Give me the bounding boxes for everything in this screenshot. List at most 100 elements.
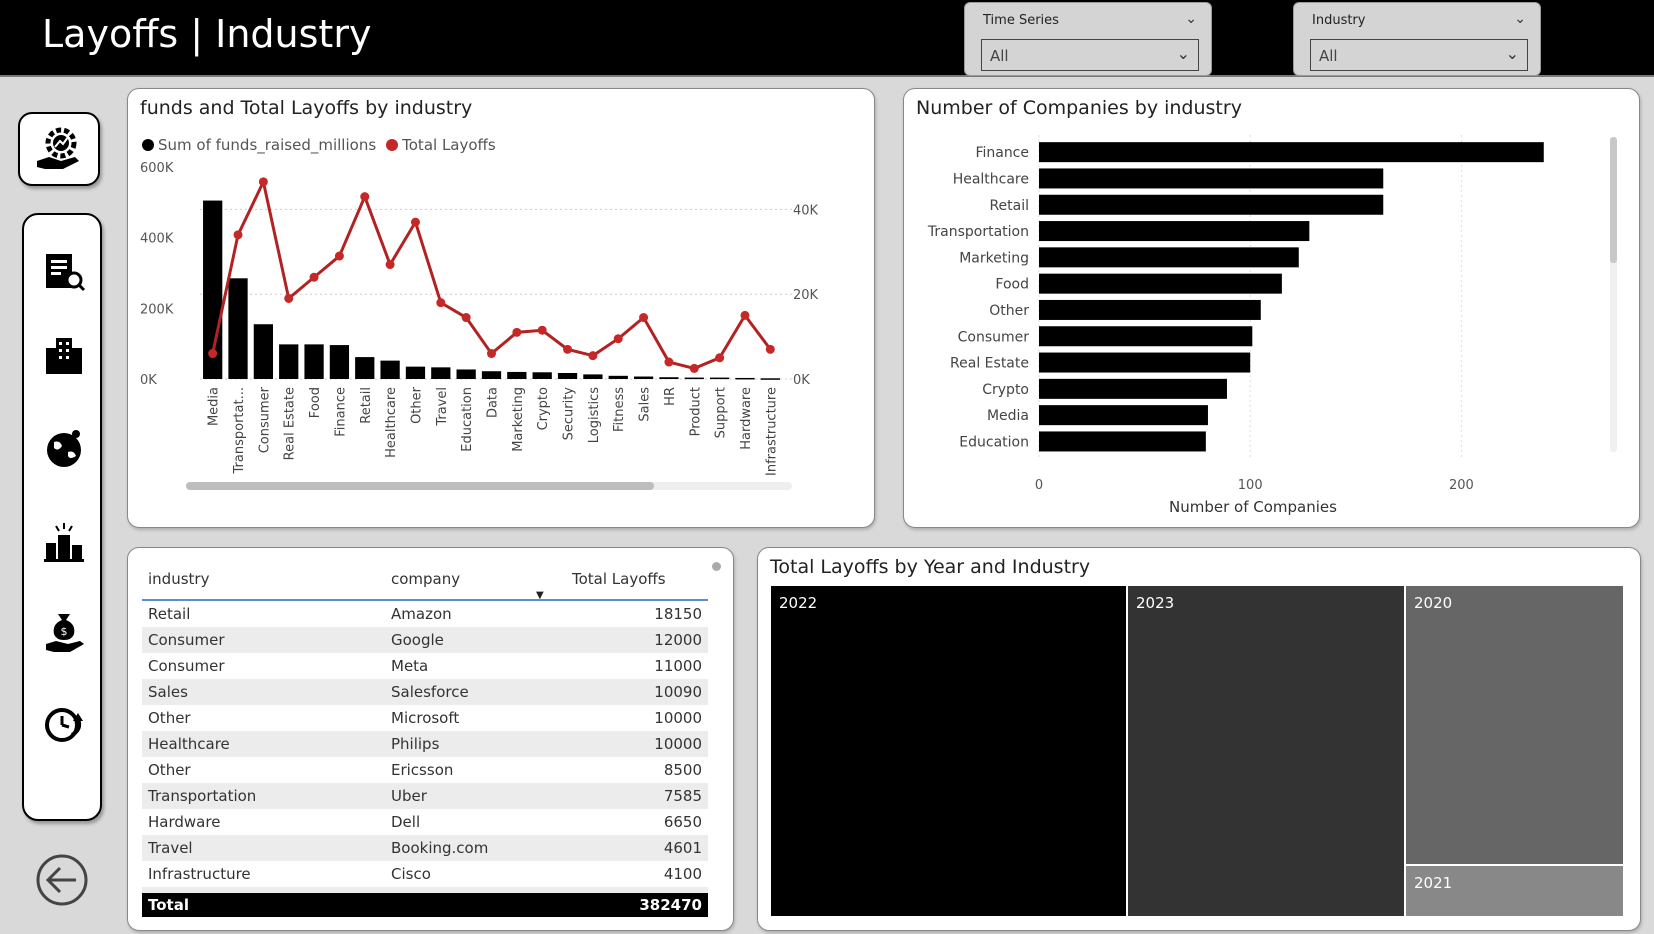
layoffs-point[interactable] (715, 353, 725, 363)
company-count-bar[interactable] (1039, 352, 1251, 373)
layoffs-point[interactable] (309, 272, 319, 282)
table-row[interactable]: Consumer Meta 11000 (142, 653, 708, 679)
layoffs-point[interactable] (537, 325, 547, 335)
table-row[interactable]: FitnessPeloton4084 (142, 887, 708, 894)
company-count-bar[interactable] (1039, 221, 1310, 242)
time-series-slicer[interactable]: Time Series ⌄ All ⌄ (964, 2, 1212, 76)
funds-bar[interactable] (456, 369, 476, 379)
home-nav-button[interactable] (18, 112, 100, 186)
layoffs-point[interactable] (689, 363, 699, 373)
cell-total-layoffs: 7585 (568, 783, 708, 809)
layoffs-point[interactable] (664, 357, 674, 367)
company-count-bar[interactable] (1039, 431, 1206, 452)
scrollbar-thumb[interactable] (1610, 137, 1617, 263)
layoffs-point[interactable] (613, 334, 623, 344)
table-row[interactable]: Consumer Google 12000 (142, 627, 708, 653)
chevron-down-icon[interactable]: ⌄ (1514, 11, 1526, 27)
industry-slicer[interactable]: Industry ⌄ All ⌄ (1293, 2, 1541, 76)
company-count-bar[interactable] (1039, 194, 1384, 215)
column-header-total-layoffs[interactable]: Total Layoffs (568, 558, 708, 601)
scrollbar-thumb[interactable] (186, 482, 654, 490)
nav-funds-button[interactable]: $ (39, 607, 89, 657)
layoffs-point[interactable] (563, 344, 573, 354)
company-count-bar[interactable] (1039, 168, 1384, 189)
table-row[interactable]: Transportation Uber 7585 (142, 783, 708, 809)
funds-bar[interactable] (380, 360, 400, 379)
layoffs-point[interactable] (233, 230, 243, 240)
layoffs-point[interactable] (334, 251, 344, 261)
funds-bar[interactable] (633, 376, 654, 379)
treemap-cell-2022[interactable]: 2022 (771, 586, 1126, 916)
treemap-cell-2020[interactable]: 2020 (1406, 586, 1623, 864)
chart-title: funds and Total Layoffs by industry (140, 97, 473, 119)
funds-bar[interactable] (532, 372, 552, 379)
table-row[interactable]: Travel Booking.com 4601 (142, 835, 708, 861)
treemap-cell-2021[interactable]: 2021 (1406, 866, 1623, 916)
layoffs-point[interactable] (284, 293, 294, 303)
company-count-bar[interactable] (1039, 247, 1299, 268)
table-row[interactable]: Hardware Dell 6650 (142, 809, 708, 835)
nav-time-button[interactable] (39, 700, 89, 750)
funds-layoffs-combo-chart[interactable]: funds and Total Layoffs by industry Sum … (127, 88, 875, 528)
column-header-company[interactable]: company (385, 558, 568, 601)
table-row[interactable]: Retail Amazon 18150 (142, 601, 708, 627)
layoffs-point[interactable] (512, 327, 522, 337)
layoffs-point[interactable] (385, 260, 395, 270)
funds-bar[interactable] (684, 377, 704, 380)
layoffs-treemap[interactable]: Total Layoffs by Year and Industry 2022 … (757, 547, 1641, 931)
company-count-bar[interactable] (1039, 273, 1282, 294)
nav-stage-button[interactable] (39, 518, 89, 568)
time-series-dropdown[interactable]: All ⌄ (981, 39, 1199, 71)
funds-bar[interactable] (355, 357, 375, 379)
funds-bar[interactable] (659, 377, 679, 379)
layoffs-point[interactable] (461, 313, 471, 323)
chevron-down-icon[interactable]: ⌄ (1185, 11, 1197, 27)
layoffs-point[interactable] (258, 177, 268, 187)
layoffs-table[interactable]: industry company Total Layoffs ▼ Retail A… (127, 547, 734, 931)
table-row[interactable]: Healthcare Philips 10000 (142, 731, 708, 757)
layoffs-point[interactable] (639, 313, 649, 323)
funds-bar[interactable] (304, 344, 324, 379)
company-count-bar[interactable] (1039, 326, 1253, 347)
table-row[interactable]: Infrastructure Cisco 4100 (142, 861, 708, 887)
layoffs-point[interactable] (765, 344, 775, 354)
company-count-bar[interactable] (1039, 378, 1227, 399)
table-row[interactable]: Sales Salesforce 10090 (142, 679, 708, 705)
column-header-industry[interactable]: industry (142, 558, 385, 601)
back-button[interactable] (34, 852, 90, 908)
layoffs-point[interactable] (410, 217, 420, 227)
company-count-bar[interactable] (1039, 142, 1544, 163)
layoffs-point[interactable] (487, 349, 496, 359)
industry-dropdown[interactable]: All ⌄ (1310, 39, 1528, 71)
funds-bar[interactable] (709, 377, 730, 380)
sort-desc-icon[interactable]: ▼ (536, 590, 544, 601)
layoffs-point[interactable] (588, 351, 598, 361)
funds-bar[interactable] (431, 367, 451, 379)
table-row[interactable]: Other Ericsson 8500 (142, 757, 708, 783)
funds-bar[interactable] (735, 377, 755, 380)
nav-company-button[interactable] (39, 331, 89, 381)
layoffs-point[interactable] (436, 298, 446, 308)
scroll-indicator[interactable] (712, 562, 721, 571)
funds-bar[interactable] (228, 278, 248, 379)
layoffs-point[interactable] (740, 310, 750, 320)
company-count-bar[interactable] (1039, 405, 1208, 426)
layoffs-point[interactable] (360, 192, 370, 202)
table-row[interactable]: Other Microsoft 10000 (142, 705, 708, 731)
funds-bar[interactable] (760, 378, 780, 380)
treemap-cell-2023[interactable]: 2023 (1128, 586, 1404, 916)
company-count-bar[interactable] (1039, 299, 1261, 320)
nav-report-button[interactable] (39, 247, 89, 297)
funds-bar[interactable] (329, 345, 350, 379)
funds-bar[interactable] (583, 374, 603, 379)
funds-bar[interactable] (253, 324, 274, 379)
companies-by-industry-chart[interactable]: Number of Companies by industry 0 100 200 F… (903, 88, 1640, 528)
funds-bar[interactable] (507, 371, 527, 379)
layoffs-point[interactable] (208, 349, 218, 359)
nav-location-button[interactable] (39, 423, 89, 473)
funds-bar[interactable] (608, 375, 628, 379)
funds-bar[interactable] (405, 366, 426, 379)
funds-bar[interactable] (279, 344, 299, 379)
funds-bar[interactable] (557, 372, 578, 379)
funds-bar[interactable] (481, 371, 502, 379)
